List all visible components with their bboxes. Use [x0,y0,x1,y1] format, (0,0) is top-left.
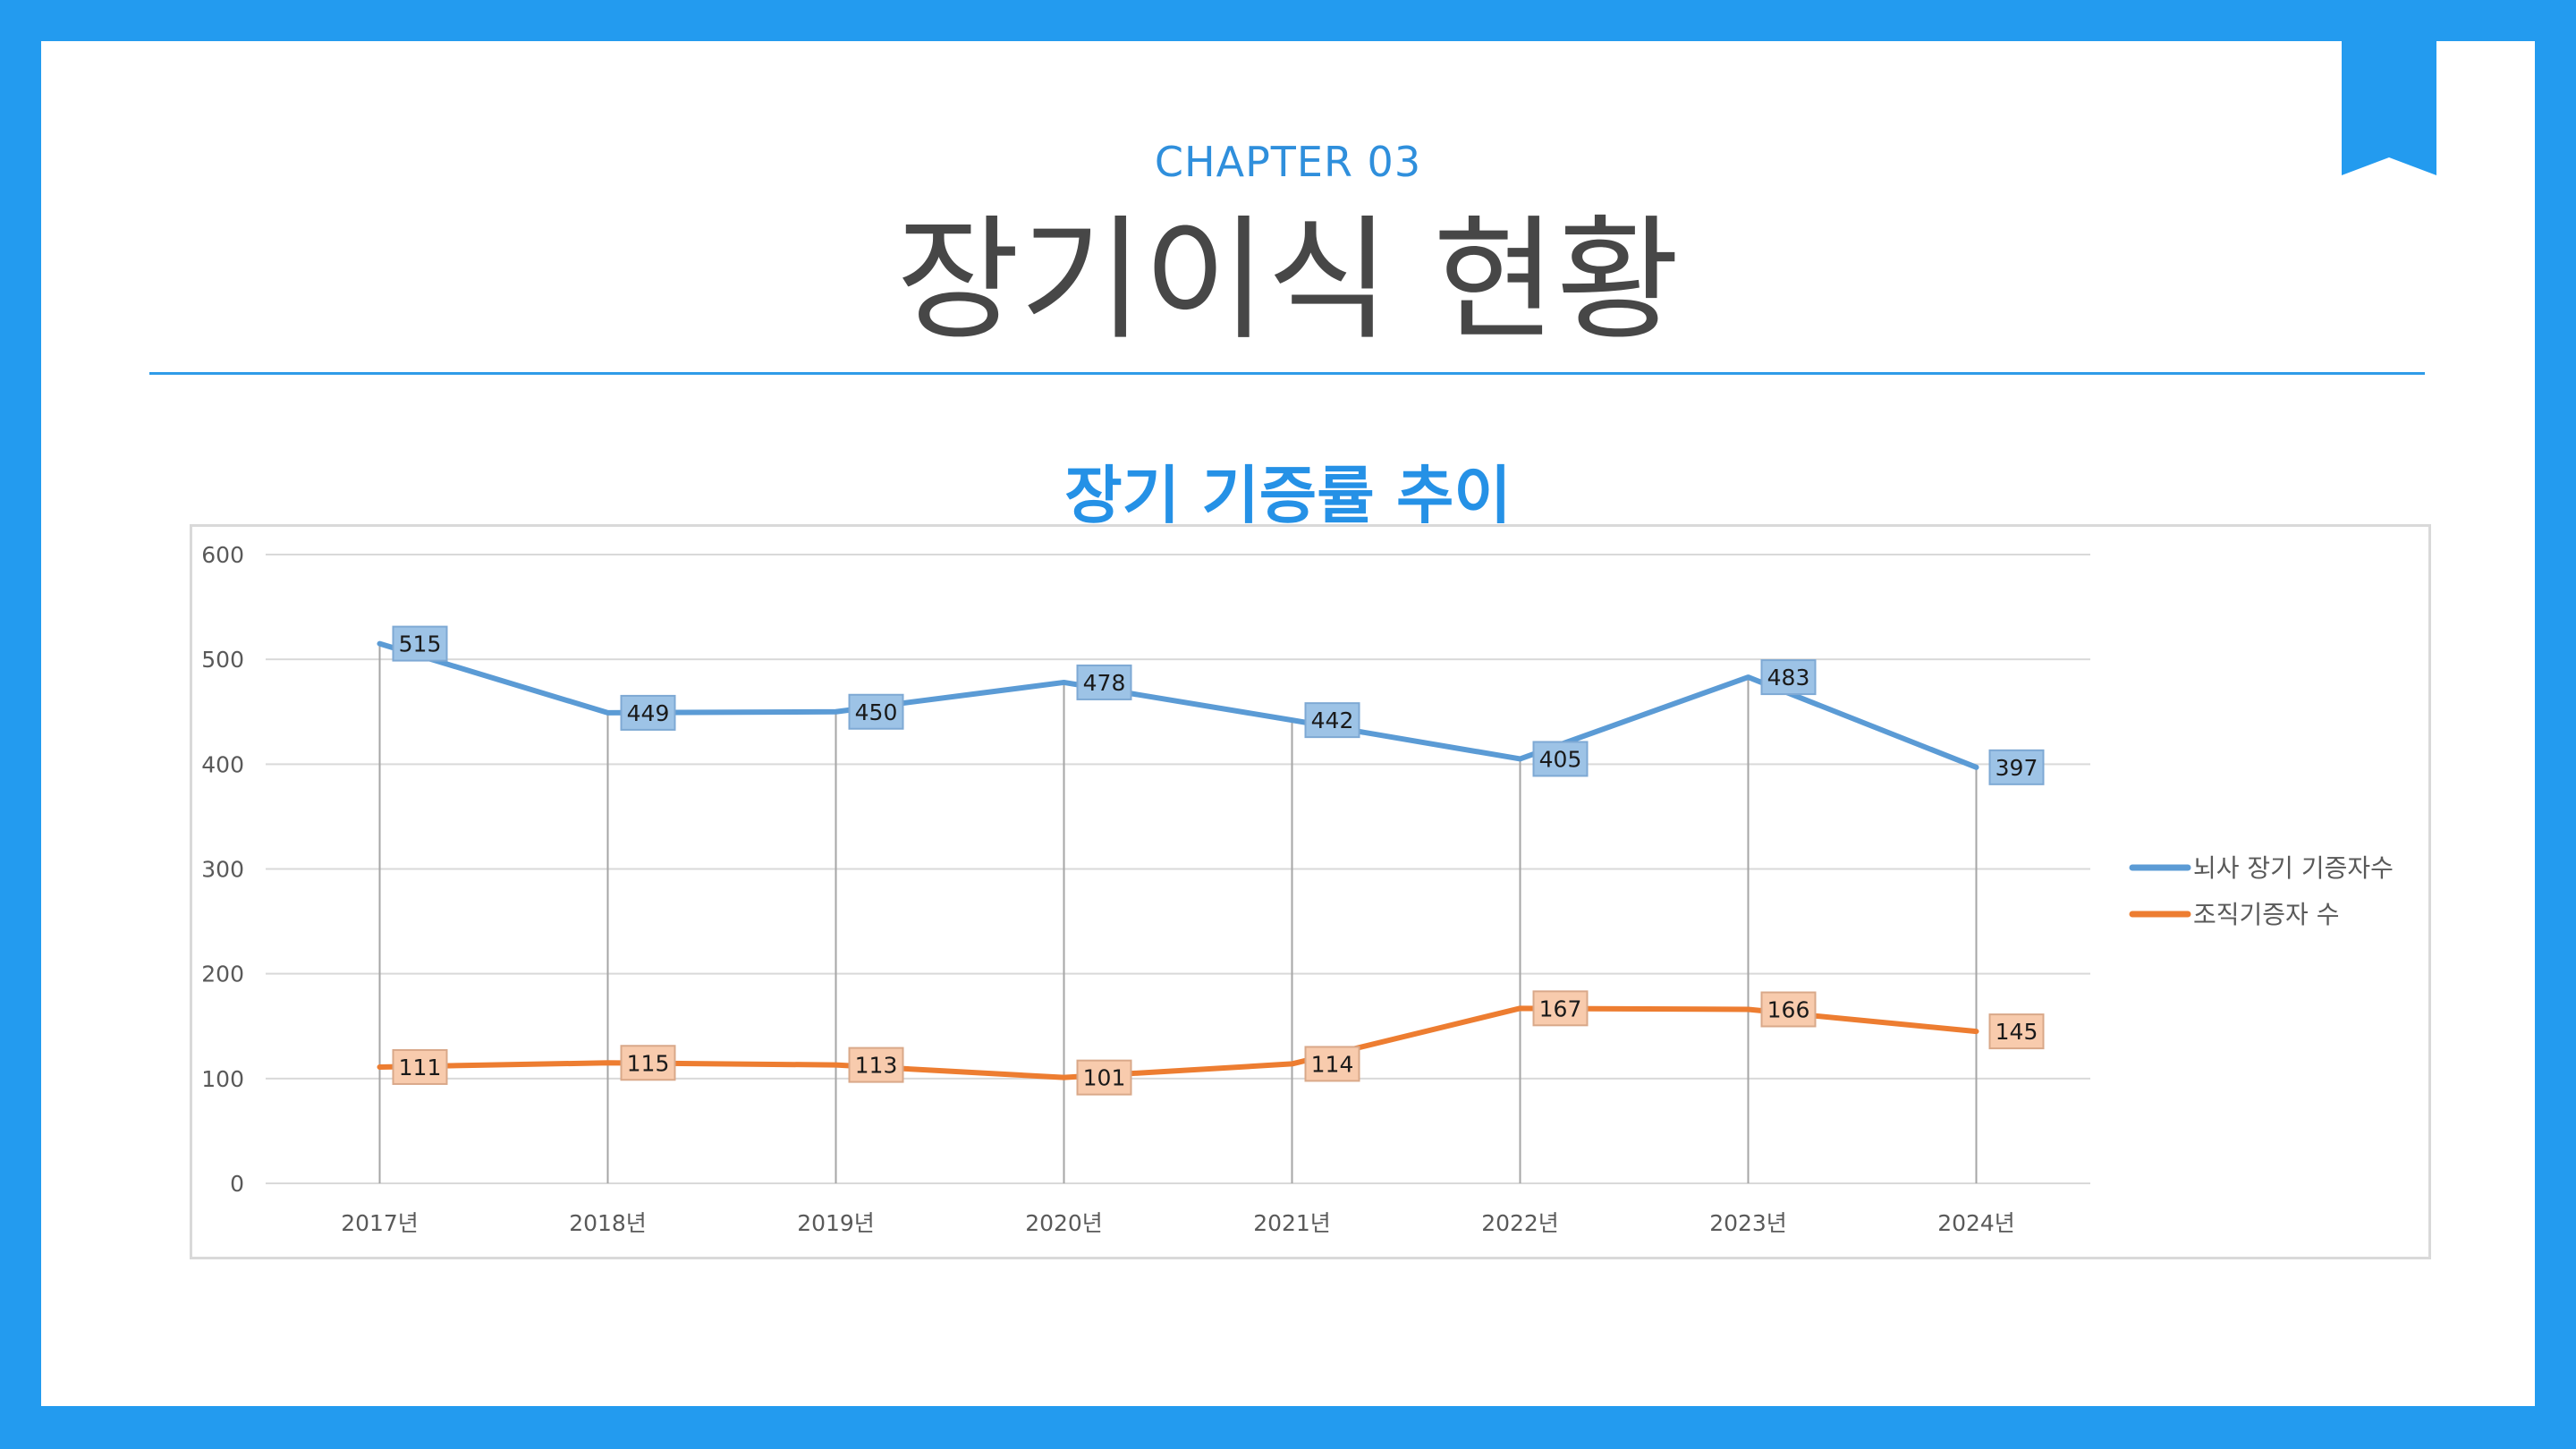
data-label: 101 [1083,1065,1126,1091]
data-label: 515 [399,631,442,657]
y-tick-label: 100 [201,1066,244,1092]
y-tick-label: 0 [230,1171,244,1197]
data-label-box [392,1048,448,1085]
data-label: 450 [855,699,898,725]
data-label: 113 [855,1053,898,1079]
data-label-box [1760,991,1817,1028]
data-label-box [1076,1059,1132,1096]
x-tick-label: 2020년 [1025,1210,1103,1236]
slide: CHAPTER 03 장기이식 현황 장기 기증률 추이 [41,0,2535,1406]
data-label: 167 [1539,996,1582,1021]
data-label-box [620,1045,676,1081]
data-label-box [392,625,448,662]
x-tick-label: 2024년 [1937,1210,2015,1236]
series-line [377,640,1979,770]
data-label-box [1988,1013,2045,1050]
chart-title: 장기 기증률 추이 [1064,459,1512,532]
x-tick-label: 2021년 [1253,1210,1331,1236]
data-label: 449 [627,700,670,726]
y-tick-label: 300 [201,857,244,883]
data-label-box [1988,749,2045,785]
chapter-label: CHAPTER 03 [1154,138,1422,186]
title-divider [149,372,2425,375]
data-label: 111 [399,1055,442,1080]
x-tick-label: 2019년 [797,1210,875,1236]
x-tick-label: 2022년 [1481,1210,1559,1236]
x-tick-label: 2017년 [341,1210,419,1236]
data-label: 478 [1083,670,1126,696]
data-label-box [1532,990,1589,1027]
series-line [377,1005,1979,1080]
x-tick-label: 2023년 [1709,1210,1787,1236]
y-tick-label: 600 [201,542,244,568]
y-tick-label: 400 [201,751,244,777]
data-label: 114 [1311,1051,1354,1077]
data-label-box [1304,1046,1360,1082]
data-label: 483 [1767,665,1810,691]
data-label: 397 [1996,755,2038,781]
data-label-box [848,1046,904,1083]
data-label-box [1532,741,1589,777]
data-label-box [1304,702,1360,739]
data-label: 405 [1539,746,1582,772]
legend-label: 뇌사 장기 기증자수 [2193,853,2394,883]
bookmark-icon [2342,0,2436,175]
data-label-box [1076,664,1132,700]
y-tick-label: 200 [201,962,244,987]
data-label: 442 [1311,708,1354,733]
data-label: 166 [1767,997,1810,1023]
chart-frame [190,524,2431,1259]
x-tick-label: 2018년 [569,1210,647,1236]
data-label: 145 [1996,1019,2038,1045]
data-label-box [620,694,676,731]
y-tick-label: 500 [201,647,244,673]
legend-label: 조직기증자 수 [2193,900,2339,929]
data-label: 115 [627,1050,670,1076]
data-label-box [848,693,904,730]
data-label-box [1760,659,1817,696]
page-title: 장기이식 현황 [896,203,1680,359]
